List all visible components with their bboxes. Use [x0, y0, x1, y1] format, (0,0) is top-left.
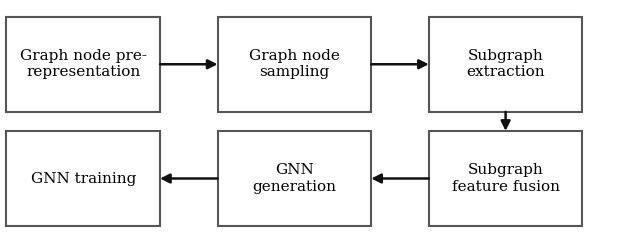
- Text: Subgraph
feature fusion: Subgraph feature fusion: [452, 164, 559, 193]
- FancyBboxPatch shape: [429, 131, 582, 226]
- FancyBboxPatch shape: [218, 17, 371, 112]
- FancyBboxPatch shape: [6, 131, 160, 226]
- FancyBboxPatch shape: [6, 17, 160, 112]
- Text: Graph node pre-
representation: Graph node pre- representation: [20, 49, 147, 79]
- Text: Subgraph
extraction: Subgraph extraction: [467, 49, 545, 79]
- FancyBboxPatch shape: [218, 131, 371, 226]
- Text: Graph node
sampling: Graph node sampling: [249, 49, 340, 79]
- FancyBboxPatch shape: [429, 17, 582, 112]
- Text: GNN
generation: GNN generation: [252, 164, 337, 193]
- Text: GNN training: GNN training: [31, 172, 136, 185]
